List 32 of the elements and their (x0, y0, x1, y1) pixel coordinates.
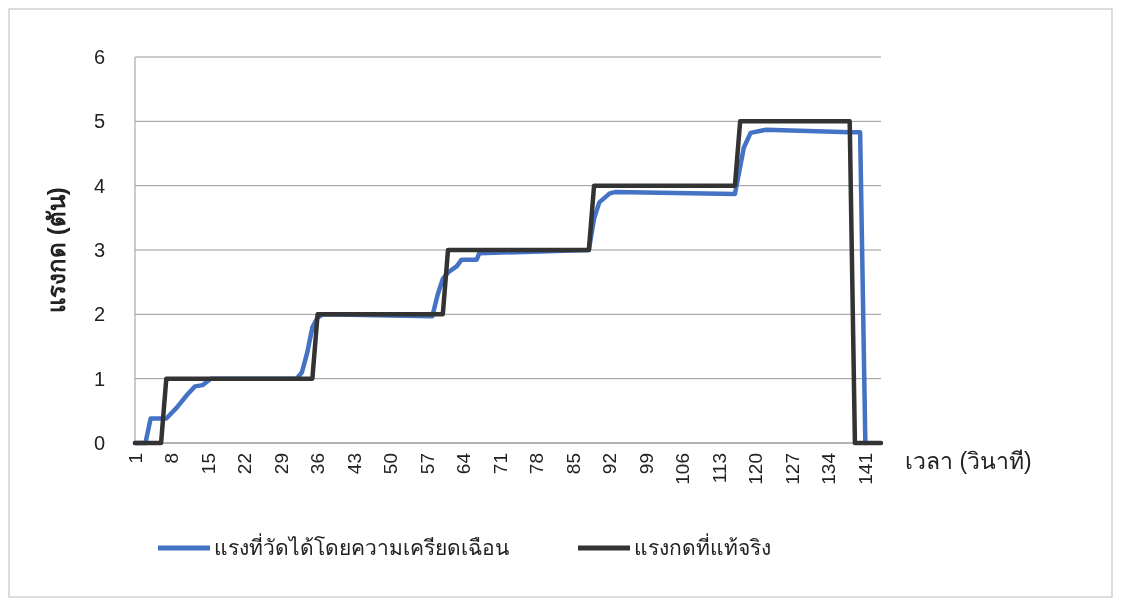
x-tick-label: 64 (453, 452, 475, 475)
y-tick-label: 3 (93, 239, 105, 261)
x-tick-label: 22 (234, 453, 256, 475)
x-tick-label: 50 (380, 453, 402, 475)
x-tick-label: 78 (526, 453, 548, 475)
y-tick-label: 4 (93, 174, 105, 197)
legend-label: แรงที่วัดได้โดยความเครียดเฉือน (214, 533, 509, 560)
x-tick-label: 92 (599, 453, 621, 475)
x-tick-label: 15 (197, 453, 219, 475)
x-tick-label: 127 (781, 453, 803, 485)
x-tick-label: 99 (635, 453, 657, 475)
x-tick-label: 36 (307, 453, 329, 475)
x-tick-label: 8 (161, 453, 183, 464)
y-axis-title: แรงกด (ตัน) (43, 187, 70, 313)
legend-label: แรงกดที่แท้จริง (634, 533, 771, 560)
x-tick-label: 85 (562, 453, 584, 475)
x-tick-label: 57 (416, 453, 438, 475)
x-tick-label: 134 (818, 452, 840, 485)
x-tick-label: 141 (855, 453, 876, 485)
y-tick-label: 2 (93, 303, 105, 326)
x-tick-label: 1 (124, 453, 146, 464)
y-tick-label: 1 (93, 367, 105, 390)
x-tick-label: 106 (672, 453, 694, 485)
x-tick-label: 120 (745, 453, 767, 485)
x-tick-label: 113 (708, 453, 730, 484)
x-tick-label: 43 (343, 453, 365, 475)
y-tick-label: 5 (93, 110, 105, 133)
y-tick-label: 0 (93, 432, 105, 454)
y-tick-label: 6 (93, 46, 105, 68)
x-tick-label: 29 (270, 453, 292, 475)
x-axis-title: เวลา (วินาที) (905, 448, 1032, 474)
x-tick-label: 71 (489, 453, 511, 475)
